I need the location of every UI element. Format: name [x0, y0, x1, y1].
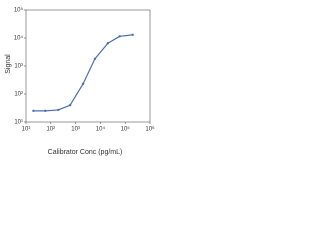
data-point [32, 109, 35, 113]
y-tick-label: 10⁵ [14, 7, 24, 14]
y-tick-label: 10³ [14, 64, 23, 70]
fit-line [33, 34, 133, 112]
x-tick-label: 10¹ [22, 127, 31, 133]
data-point [131, 33, 134, 37]
x-tick-label: 10⁶ [145, 126, 155, 133]
y-tick-label: 10² [14, 92, 23, 98]
data-point [93, 57, 97, 61]
data-point [68, 103, 72, 107]
x-tick-label: 10⁵ [121, 126, 131, 133]
x-axis-label: Calibrator Conc (pg/mL) [48, 149, 123, 156]
data-point [106, 42, 110, 45]
data-point [57, 108, 60, 112]
data-point [118, 35, 121, 38]
chart: Calibrator Conc (pg/mL) Signal 10¹ 10² 10³… [5, 7, 155, 156]
y-tick-label: 10⁴ [14, 35, 24, 42]
x-tick-label: 10³ [71, 127, 80, 133]
plot-frame [25, 9, 151, 123]
data-point [44, 109, 47, 113]
x-tick-label: 10² [46, 127, 55, 133]
x-tick-label: 10⁴ [96, 126, 106, 133]
y-axis-label: Signal [5, 54, 12, 74]
y-tick-label: 10¹ [14, 120, 23, 126]
data-point [81, 82, 85, 86]
